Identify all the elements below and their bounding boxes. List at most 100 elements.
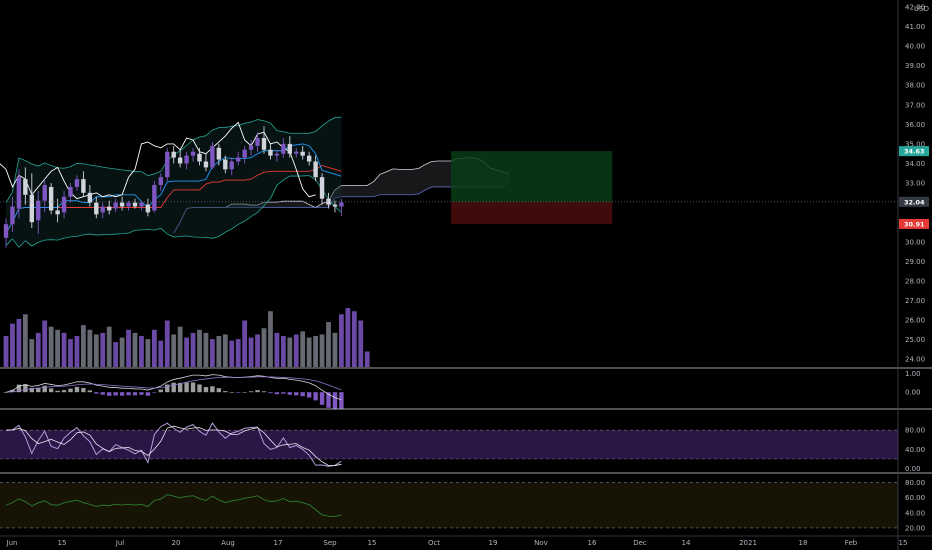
volume-bar [326, 322, 331, 367]
macd-histogram-bar [113, 392, 118, 396]
candle[interactable] [306, 155, 312, 162]
candle[interactable] [36, 200, 41, 221]
stop-zone[interactable] [451, 201, 613, 224]
candle[interactable] [139, 202, 144, 207]
volume-bar [119, 337, 125, 367]
candle[interactable] [29, 194, 34, 223]
candle[interactable] [287, 143, 292, 154]
candle[interactable] [74, 179, 80, 187]
candle[interactable] [190, 151, 196, 156]
candle[interactable] [197, 153, 202, 162]
macd-histogram-bar [236, 392, 241, 393]
volume-bar [242, 320, 248, 367]
candle[interactable] [126, 202, 131, 207]
candle[interactable] [229, 161, 234, 170]
rsi-tick-label: 40.00 [905, 509, 925, 517]
candle[interactable] [10, 206, 15, 225]
candle[interactable] [42, 185, 47, 201]
candle[interactable] [68, 186, 73, 197]
candle[interactable] [61, 196, 67, 213]
macd-histogram-bar [165, 384, 170, 393]
candle[interactable] [300, 151, 305, 156]
time-axis-ticks[interactable]: Jun 15 Jul 20 Aug 17 Sep 15 Oct 19 Nov 16 Dec 14 2021 1… [6, 539, 908, 547]
candle[interactable] [81, 179, 86, 193]
macd-histogram-bar [177, 382, 183, 393]
candle[interactable] [113, 202, 118, 209]
price-tick-label: 30.00 [905, 238, 925, 246]
candle[interactable] [107, 206, 112, 211]
candle[interactable] [281, 143, 286, 154]
price-tick-label: 26.00 [905, 317, 925, 325]
candle[interactable] [210, 145, 215, 168]
candle[interactable] [236, 157, 241, 162]
volume-bar [248, 337, 254, 367]
long-position-tool[interactable] [451, 151, 613, 224]
macd-histogram-bar [171, 382, 176, 393]
candle[interactable] [339, 202, 344, 207]
candle[interactable] [294, 151, 299, 154]
candle[interactable] [248, 145, 254, 150]
macd-histogram-bar [36, 387, 41, 393]
target-zone[interactable] [451, 151, 613, 202]
time-tick-label: 15 [58, 539, 67, 547]
candle[interactable] [48, 186, 54, 211]
candle[interactable] [216, 147, 222, 160]
chikou-span [0, 121, 316, 200]
candle[interactable] [177, 157, 183, 164]
candle[interactable] [145, 204, 151, 213]
candle[interactable] [171, 151, 176, 158]
candle[interactable] [203, 161, 209, 168]
price-pane[interactable] [0, 116, 898, 367]
candle[interactable] [223, 159, 228, 170]
candle[interactable] [326, 198, 331, 205]
stoch-band [0, 430, 898, 459]
rsi-pane[interactable]: 80.00 60.00 40.00 20.00 [0, 479, 925, 532]
macd-histogram-bar [281, 392, 286, 394]
macd-histogram-bar [210, 386, 215, 393]
candle[interactable] [119, 202, 125, 207]
candle[interactable] [261, 138, 267, 150]
macd-histogram-bar [229, 392, 234, 393]
candle[interactable] [87, 192, 93, 203]
price-tick-label: 38.00 [905, 82, 925, 90]
candle[interactable] [332, 204, 338, 207]
volume-bar [313, 336, 318, 367]
candle[interactable] [242, 149, 247, 158]
candle[interactable] [268, 149, 273, 156]
macd-histogram-bar [197, 384, 202, 393]
candle[interactable] [313, 161, 318, 178]
volume-bar [293, 334, 299, 367]
price-axis-ticks[interactable]: 42.00 41.00 40.00 39.00 38.00 37.00 36.00 35.00… [905, 3, 925, 363]
candle[interactable] [274, 153, 280, 156]
macd-line [5, 374, 342, 401]
volume-bar [319, 334, 325, 367]
macd-histogram-bar [29, 387, 34, 393]
candlesticks[interactable] [3, 126, 344, 248]
candle[interactable] [100, 206, 105, 213]
candle[interactable] [23, 179, 28, 195]
candle[interactable] [94, 202, 99, 215]
volume-bar [190, 332, 196, 367]
volume-bar [306, 337, 312, 367]
stochastic-rsi-pane[interactable]: 80.00 40.00 0.00 [0, 422, 925, 473]
candle[interactable] [255, 138, 260, 146]
candle[interactable] [165, 151, 170, 178]
candle[interactable] [158, 177, 163, 185]
volume-bar [151, 329, 157, 367]
candle[interactable] [16, 177, 22, 209]
volume-bar [184, 337, 189, 367]
macd-histogram-bar [300, 392, 305, 397]
candle[interactable] [3, 224, 9, 238]
macd-histogram-bar [48, 388, 54, 393]
candle[interactable] [55, 210, 60, 215]
candle[interactable] [152, 185, 157, 211]
candle[interactable] [319, 177, 325, 199]
macd-histogram-bar [61, 390, 67, 393]
macd-pane[interactable]: 1.00 0.00 [3, 370, 921, 410]
time-tick-label: 18 [799, 539, 808, 547]
macd-histogram-bar [139, 392, 144, 395]
candle[interactable] [132, 202, 138, 207]
candle[interactable] [184, 155, 189, 164]
price-badge-label: 30.91 [904, 220, 925, 228]
